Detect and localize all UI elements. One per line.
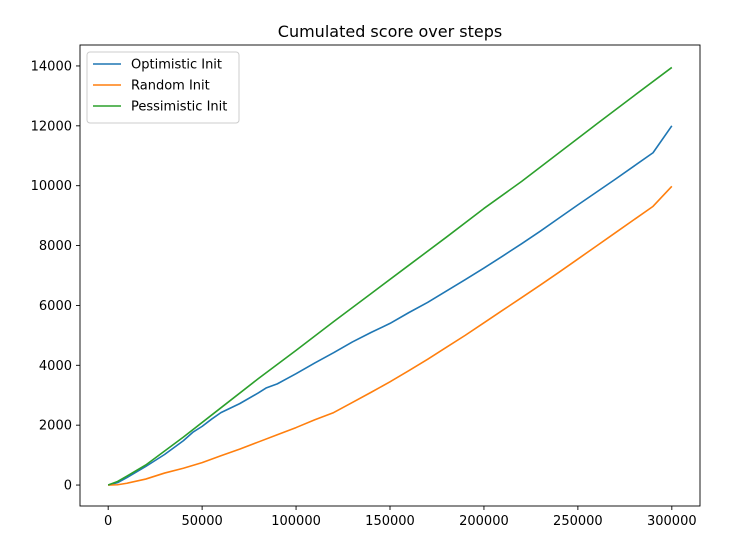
axes: 0 50000 100000 150000 200000 250000 300000 0 200… <box>31 44 701 529</box>
legend-label-2: Pessimistic Init <box>131 100 227 115</box>
x-tick-label: 150000 <box>365 514 415 529</box>
y-tick-label: 14000 <box>31 59 72 74</box>
x-tick-label: 300000 <box>647 514 697 529</box>
x-tick-label: 200000 <box>459 514 509 529</box>
y-tick-label: 8000 <box>39 239 72 254</box>
chart-title: Cumulated score over steps <box>278 22 502 41</box>
y-tick-label: 10000 <box>31 179 72 194</box>
legend: Optimistic Init Random Init Pessimistic In… <box>86 51 240 124</box>
legend-box <box>86 51 240 124</box>
plot-area <box>107 66 673 486</box>
legend-label-1: Random Init <box>131 79 210 94</box>
legend-label-0: Optimistic Init <box>131 58 222 73</box>
y-tick-label: 2000 <box>39 419 72 434</box>
y-tick-label: 6000 <box>39 299 72 314</box>
y-tick-label: 12000 <box>31 119 72 134</box>
series-line-0 <box>107 125 673 486</box>
x-tick-label: 100000 <box>271 514 321 529</box>
x-tick-label: 50000 <box>181 514 222 529</box>
y-tick-label: 4000 <box>39 359 72 374</box>
series-line-2 <box>107 66 673 486</box>
x-tick-label: 0 <box>104 514 112 529</box>
x-tick-label: 250000 <box>553 514 603 529</box>
series-line-1 <box>108 185 673 486</box>
y-tick-label: 0 <box>64 479 72 494</box>
